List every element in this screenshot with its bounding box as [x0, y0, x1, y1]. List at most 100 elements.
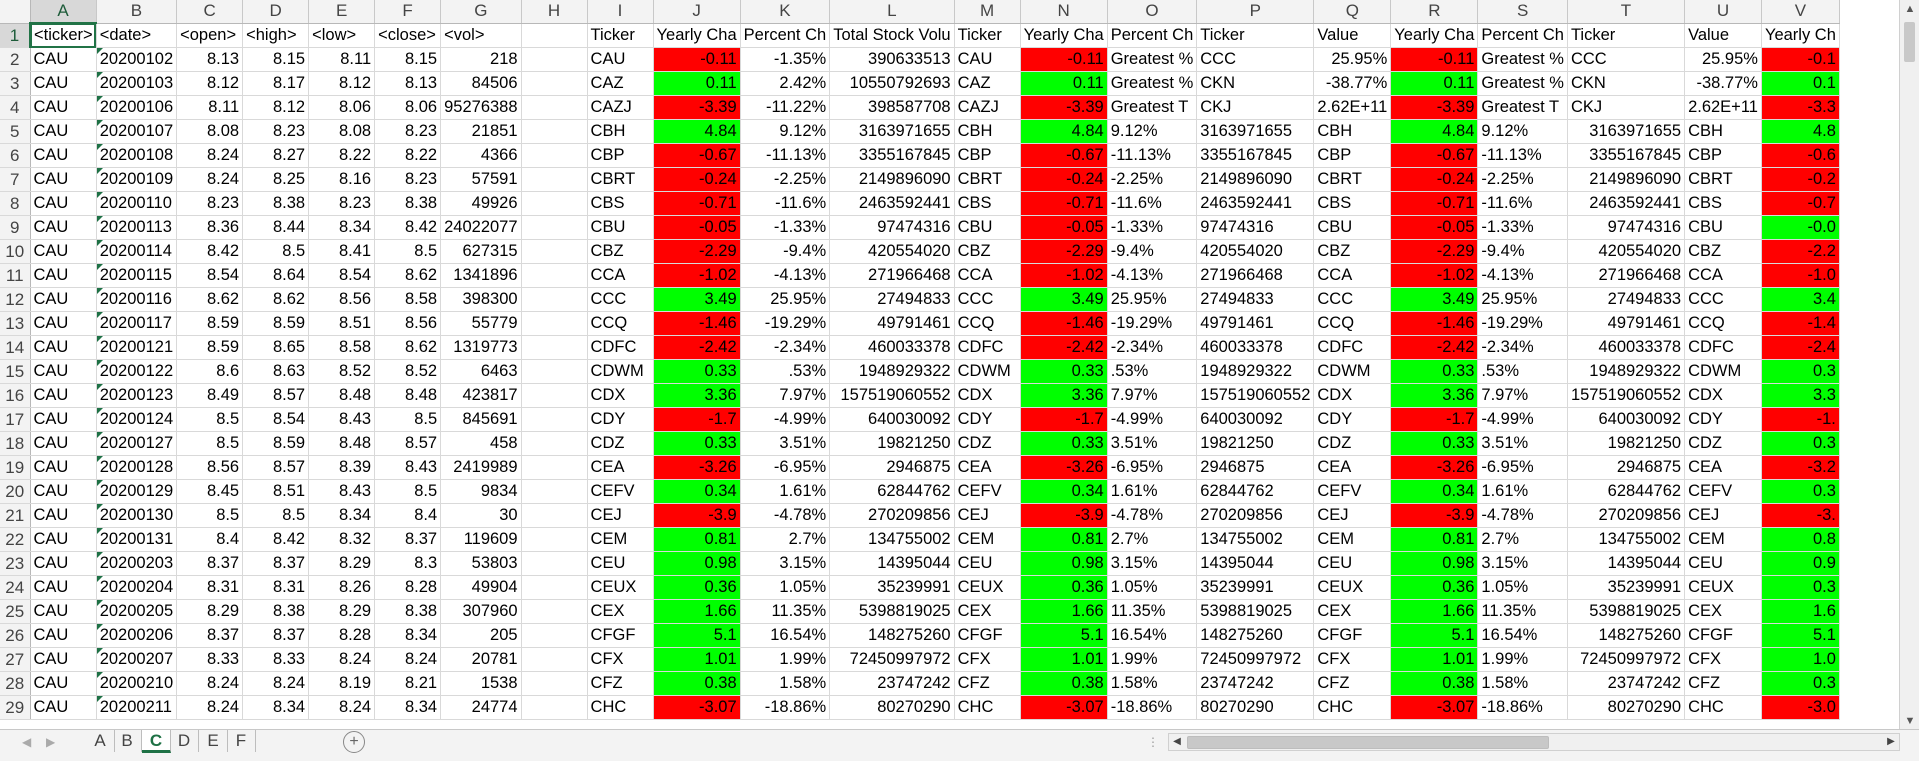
cell-m8[interactable]: CBS	[954, 191, 1021, 216]
cell-c26[interactable]: 8.37	[176, 623, 244, 648]
row-header[interactable]: 13	[0, 311, 31, 336]
cell-i8[interactable]: CBS	[587, 191, 654, 216]
cell-j10[interactable]: -2.29	[653, 239, 741, 264]
cell-k26[interactable]: 16.54%	[740, 623, 831, 648]
cell-r28[interactable]: 0.38	[1390, 671, 1479, 696]
cell-h5[interactable]	[521, 119, 588, 144]
sheet-tab-e[interactable]: E	[199, 730, 228, 752]
cell-j24[interactable]: 0.36	[653, 575, 741, 600]
cell-u9[interactable]: CBU	[1684, 215, 1762, 240]
cell-b25[interactable]: 20200205	[96, 599, 178, 624]
cell-i27[interactable]: CFX	[587, 647, 654, 672]
row-header[interactable]: 11	[0, 263, 31, 288]
cell-h26[interactable]	[521, 623, 588, 648]
cell-t17[interactable]: 640030092	[1567, 407, 1686, 432]
cell-v7[interactable]: -0.2	[1761, 167, 1840, 192]
cell-j22[interactable]: 0.81	[653, 527, 741, 552]
cell-n9[interactable]: -0.05	[1020, 215, 1108, 240]
cell-i3[interactable]: CAZ	[587, 71, 654, 96]
cell-c12[interactable]: 8.62	[176, 287, 244, 312]
cell-o9[interactable]: -1.33%	[1107, 215, 1198, 240]
cell-v27[interactable]: 1.0	[1761, 647, 1840, 672]
cell-v6[interactable]: -0.6	[1761, 143, 1840, 168]
cell-f22[interactable]: 8.37	[374, 527, 442, 552]
cell-u22[interactable]: CEM	[1684, 527, 1762, 552]
scroll-down-icon[interactable]: ▼	[1904, 715, 1916, 727]
cell-d7[interactable]: 8.25	[242, 167, 310, 192]
cell-m21[interactable]: CEJ	[954, 503, 1021, 528]
cell-v18[interactable]: 0.3	[1761, 431, 1840, 456]
cell-b26[interactable]: 20200206	[96, 623, 178, 648]
cell-b2[interactable]: 20200102	[96, 47, 178, 72]
column-header-l[interactable]: L	[829, 0, 955, 24]
cell-r6[interactable]: -0.67	[1390, 143, 1479, 168]
column-header-a[interactable]: A	[30, 0, 97, 24]
cell-v10[interactable]: -2.2	[1761, 239, 1840, 264]
cell-e26[interactable]: 8.28	[308, 623, 376, 648]
cell-g2[interactable]: 218	[440, 47, 522, 72]
cell-m12[interactable]: CCC	[954, 287, 1021, 312]
cell-i7[interactable]: CBRT	[587, 167, 654, 192]
row-header[interactable]: 9	[0, 215, 31, 240]
cell-d5[interactable]: 8.23	[242, 119, 310, 144]
cell-n17[interactable]: -1.7	[1020, 407, 1108, 432]
cell-h6[interactable]	[521, 143, 588, 168]
cell-l18[interactable]: 19821250	[829, 431, 955, 456]
cell-k24[interactable]: 1.05%	[740, 575, 831, 600]
cell-t13[interactable]: 49791461	[1567, 311, 1686, 336]
cell-c16[interactable]: 8.49	[176, 383, 244, 408]
cell-g1[interactable]: <vol>	[440, 23, 522, 48]
cell-t2[interactable]: CCC	[1567, 47, 1686, 72]
row-header[interactable]: 3	[0, 71, 31, 96]
cell-g23[interactable]: 53803	[440, 551, 522, 576]
cell-g5[interactable]: 21851	[440, 119, 522, 144]
cell-n14[interactable]: -2.42	[1020, 335, 1108, 360]
cell-s17[interactable]: -4.99%	[1477, 407, 1568, 432]
cell-f8[interactable]: 8.38	[374, 191, 442, 216]
cell-o28[interactable]: 1.58%	[1107, 671, 1198, 696]
cell-v24[interactable]: 0.3	[1761, 575, 1840, 600]
cell-g19[interactable]: 2419989	[440, 455, 522, 480]
cell-i10[interactable]: CBZ	[587, 239, 654, 264]
cell-a16[interactable]: CAU	[30, 383, 97, 408]
cell-e18[interactable]: 8.48	[308, 431, 376, 456]
cell-a19[interactable]: CAU	[30, 455, 97, 480]
cell-p21[interactable]: 270209856	[1196, 503, 1315, 528]
cell-k29[interactable]: -18.86%	[740, 695, 831, 720]
cell-d15[interactable]: 8.63	[242, 359, 310, 384]
cell-i1[interactable]: Ticker	[587, 23, 654, 48]
cell-v25[interactable]: 1.6	[1761, 599, 1840, 624]
cell-u28[interactable]: CFZ	[1684, 671, 1762, 696]
cell-f4[interactable]: 8.06	[374, 95, 442, 120]
cell-s22[interactable]: 2.7%	[1477, 527, 1568, 552]
cell-e2[interactable]: 8.11	[308, 47, 376, 72]
cell-r26[interactable]: 5.1	[1390, 623, 1479, 648]
cell-h18[interactable]	[521, 431, 588, 456]
cell-q19[interactable]: CEA	[1313, 455, 1392, 480]
cell-i5[interactable]: CBH	[587, 119, 654, 144]
cell-f19[interactable]: 8.43	[374, 455, 442, 480]
cell-g13[interactable]: 55779	[440, 311, 522, 336]
cell-e16[interactable]: 8.48	[308, 383, 376, 408]
cell-t28[interactable]: 23747242	[1567, 671, 1686, 696]
cell-v3[interactable]: 0.1	[1761, 71, 1840, 96]
row-header[interactable]: 19	[0, 455, 31, 480]
cell-k11[interactable]: -4.13%	[740, 263, 831, 288]
cell-v22[interactable]: 0.8	[1761, 527, 1840, 552]
cell-a5[interactable]: CAU	[30, 119, 97, 144]
cell-v17[interactable]: -1.	[1761, 407, 1840, 432]
cell-h1[interactable]	[521, 23, 588, 48]
cell-c14[interactable]: 8.59	[176, 335, 244, 360]
select-all-corner[interactable]	[0, 0, 31, 24]
cell-j18[interactable]: 0.33	[653, 431, 741, 456]
cell-l29[interactable]: 80270290	[829, 695, 955, 720]
cell-i12[interactable]: CCC	[587, 287, 654, 312]
row-header[interactable]: 17	[0, 407, 31, 432]
cell-a2[interactable]: CAU	[30, 47, 97, 72]
cell-o27[interactable]: 1.99%	[1107, 647, 1198, 672]
column-header-i[interactable]: I	[587, 0, 654, 24]
cell-v8[interactable]: -0.7	[1761, 191, 1840, 216]
cell-f26[interactable]: 8.34	[374, 623, 442, 648]
cell-b23[interactable]: 20200203	[96, 551, 178, 576]
cell-m22[interactable]: CEM	[954, 527, 1021, 552]
